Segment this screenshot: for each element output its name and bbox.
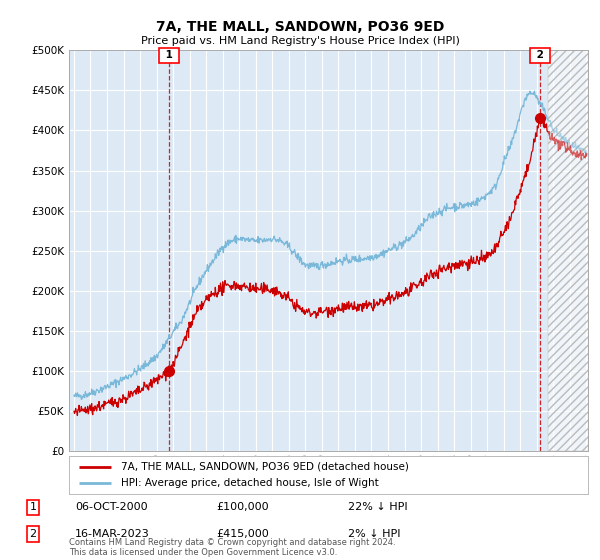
Text: 22% ↓ HPI: 22% ↓ HPI	[348, 502, 407, 512]
Text: £100,000: £100,000	[216, 502, 269, 512]
Text: 06-OCT-2000: 06-OCT-2000	[75, 502, 148, 512]
Text: 2% ↓ HPI: 2% ↓ HPI	[348, 529, 401, 539]
Text: 7A, THE MALL, SANDOWN, PO36 9ED: 7A, THE MALL, SANDOWN, PO36 9ED	[156, 20, 444, 34]
Text: 1: 1	[162, 50, 176, 60]
Text: 2: 2	[29, 529, 37, 539]
Text: HPI: Average price, detached house, Isle of Wight: HPI: Average price, detached house, Isle…	[121, 478, 379, 488]
Text: 2: 2	[533, 50, 547, 60]
Text: 1: 1	[29, 502, 37, 512]
Text: 7A, THE MALL, SANDOWN, PO36 9ED (detached house): 7A, THE MALL, SANDOWN, PO36 9ED (detache…	[121, 461, 409, 472]
Text: 16-MAR-2023: 16-MAR-2023	[75, 529, 150, 539]
Text: Price paid vs. HM Land Registry's House Price Index (HPI): Price paid vs. HM Land Registry's House …	[140, 36, 460, 46]
Text: £415,000: £415,000	[216, 529, 269, 539]
Text: Contains HM Land Registry data © Crown copyright and database right 2024.
This d: Contains HM Land Registry data © Crown c…	[69, 538, 395, 557]
